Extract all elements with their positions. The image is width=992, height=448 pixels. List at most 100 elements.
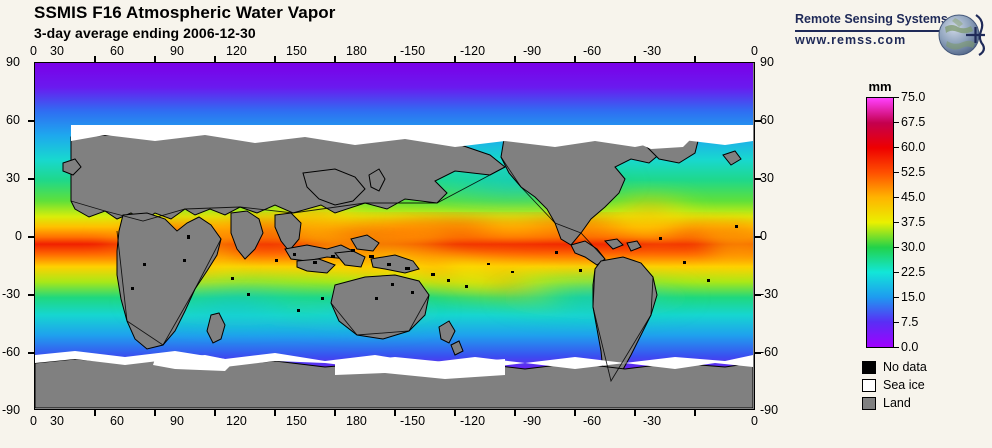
y-axis-right-label-n30: -30 <box>760 287 779 301</box>
y-axis-right-label-60: 60 <box>760 113 774 127</box>
map-legend: No data Sea ice Land <box>862 358 927 412</box>
x-axis-label-90: 90 <box>170 414 184 428</box>
x-axis-top-label-360: 0 <box>751 44 758 58</box>
map-canvas <box>35 63 753 408</box>
colorbar-label-30: 30.0 <box>901 240 926 254</box>
colorbar-label-7.5: 7.5 <box>901 315 919 329</box>
y-axis-right-label-30: 30 <box>760 171 774 185</box>
colorbar-label-75: 75.0 <box>901 90 926 104</box>
x-tick-top-n150 <box>454 56 456 62</box>
x-axis-top-label-n150: -150 <box>400 44 426 58</box>
y-axis-label-n90: -90 <box>2 403 21 417</box>
colorbar-label-52.5: 52.5 <box>901 165 926 179</box>
coastlines <box>70 156 654 383</box>
logo-divider <box>795 30 947 32</box>
sea-ice <box>35 125 753 379</box>
colorbar-label-37.5: 37.5 <box>901 215 926 229</box>
x-tick-120 <box>274 410 276 416</box>
colorbar-label-0: 0.0 <box>901 340 919 354</box>
colorbar-label-60: 60.0 <box>901 140 926 154</box>
x-tick-n60 <box>634 410 636 416</box>
x-tick-150 <box>334 410 336 416</box>
page-title: SSMIS F16 Atmospheric Water Vapor <box>34 3 336 22</box>
x-axis-top-label-30: 30 <box>50 44 64 58</box>
legend-label-no-data: No data <box>883 360 927 374</box>
y-axis-right-label-90: 90 <box>760 55 774 69</box>
legend-label-land: Land <box>883 396 911 410</box>
legend-label-sea-ice: Sea ice <box>883 378 925 392</box>
y-axis-right-label-0: 0 <box>760 229 767 243</box>
x-axis-label-n90: -90 <box>523 414 542 428</box>
x-tick-n120 <box>514 410 516 416</box>
colorbar-tick-60 <box>893 147 899 149</box>
legend-item-land: Land <box>862 394 927 412</box>
land-swatch <box>862 396 876 410</box>
x-axis-label-60: 60 <box>110 414 124 428</box>
y-tick-right-0 <box>755 236 761 238</box>
y-tick-right-60 <box>755 120 761 122</box>
y-axis-label-0: 0 <box>15 229 22 243</box>
colorbar-tick-22.5 <box>893 272 899 274</box>
y-axis-label-90: 90 <box>6 55 20 69</box>
x-axis-label-30: 30 <box>50 414 64 428</box>
x-axis-label-n120: -120 <box>460 414 486 428</box>
legend-item-no-data: No data <box>862 358 927 376</box>
land-masses <box>35 126 753 408</box>
colorbar-tick-52.5 <box>893 172 899 174</box>
x-tick-top-n120 <box>514 56 516 62</box>
colorbar-label-15: 15.0 <box>901 290 926 304</box>
y-axis-right-label-n90: -90 <box>760 403 779 417</box>
x-axis-label-n150: -150 <box>400 414 426 428</box>
x-axis-top-label-n90: -90 <box>523 44 542 58</box>
x-axis-label-360: 0 <box>751 414 758 428</box>
y-axis-label-n60: -60 <box>2 345 21 359</box>
x-tick-top-120 <box>274 56 276 62</box>
x-tick-n150 <box>454 410 456 416</box>
colorbar[interactable] <box>866 97 894 348</box>
x-axis-top-label-180: 180 <box>346 44 367 58</box>
legend-item-sea-ice: Sea ice <box>862 376 927 394</box>
x-axis-label-150: 150 <box>286 414 307 428</box>
y-tick-n60 <box>28 352 34 354</box>
water-vapor-map[interactable] <box>34 62 755 410</box>
x-axis-top-label-90: 90 <box>170 44 184 58</box>
x-axis-label-120: 120 <box>226 414 247 428</box>
y-tick-right-n60 <box>755 352 761 354</box>
x-tick-top-n90 <box>574 56 576 62</box>
remss-logo[interactable]: Remote Sensing Systems www.remss.com <box>795 10 985 60</box>
colorbar-tick-37.5 <box>893 222 899 224</box>
colorbar-tick-0 <box>893 347 899 349</box>
logo-organization-name: Remote Sensing Systems <box>795 12 948 26</box>
x-axis-top-label-n30: -30 <box>643 44 662 58</box>
x-tick-top-60 <box>154 56 156 62</box>
x-axis-top-label-n60: -60 <box>583 44 602 58</box>
y-axis-right-label-n60: -60 <box>760 345 779 359</box>
x-tick-n90 <box>574 410 576 416</box>
x-axis-top-label-60: 60 <box>110 44 124 58</box>
colorbar-tick-15 <box>893 297 899 299</box>
x-axis-top-label-n120: -120 <box>460 44 486 58</box>
x-tick-60 <box>154 410 156 416</box>
x-axis-top-label-120: 120 <box>226 44 247 58</box>
x-tick-180 <box>394 410 396 416</box>
y-axis-label-30: 30 <box>6 171 20 185</box>
x-axis-top-label-0: 0 <box>30 44 37 58</box>
x-tick-top-n30 <box>694 56 696 62</box>
colorbar-label-22.5: 22.5 <box>901 265 926 279</box>
x-tick-n30 <box>694 410 696 416</box>
y-tick-right-30 <box>755 178 761 180</box>
x-axis-label-n60: -60 <box>583 414 602 428</box>
x-axis-label-n30: -30 <box>643 414 662 428</box>
x-axis-label-180: 180 <box>346 414 367 428</box>
x-tick-top-30 <box>94 56 96 62</box>
x-tick-90 <box>214 410 216 416</box>
no-data-pixels <box>131 225 738 312</box>
x-axis-label-0: 0 <box>30 414 37 428</box>
globe-icon <box>935 10 987 60</box>
x-tick-30 <box>94 410 96 416</box>
no-data-swatch <box>862 360 876 374</box>
colorbar-tick-67.5 <box>893 122 899 124</box>
colorbar-tick-75 <box>893 97 899 99</box>
colorbar-tick-30 <box>893 247 899 249</box>
colorbar-label-67.5: 67.5 <box>901 115 926 129</box>
